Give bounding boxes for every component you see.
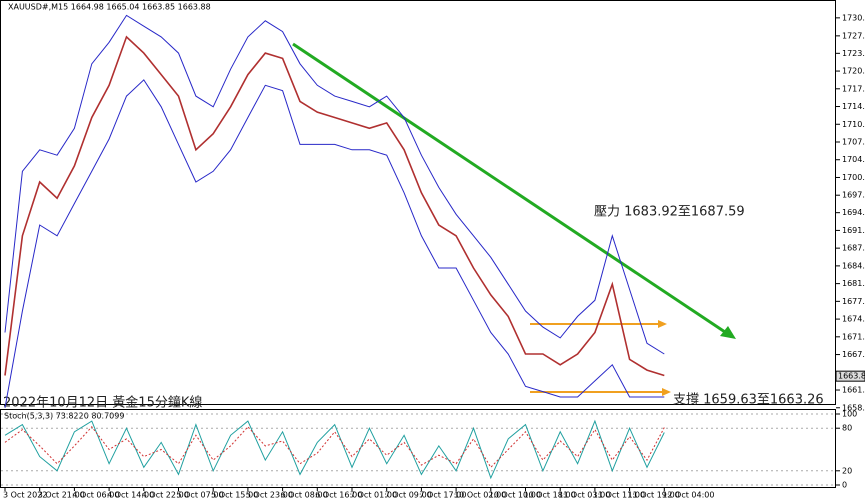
support-label: 支撐 1659.63至1663.26	[673, 393, 824, 408]
trend-line	[292, 42, 729, 336]
main-panel	[0, 0, 836, 405]
series-line	[4, 426, 665, 469]
chart-caption: 2022年10月12日 黃金15分鐘K線	[3, 395, 202, 411]
x-tick-label: 6 Oct 16:00	[315, 491, 362, 500]
x-tick-label: 4 Oct 14:00	[107, 491, 154, 500]
y-tick-label: 1687.70	[842, 244, 865, 253]
series-line	[4, 35, 665, 377]
x-tick-label: 7 Oct 09:00	[385, 491, 432, 500]
x-tick-label: 11 Oct 19:00	[628, 491, 680, 500]
x-tick-label: 10 Oct 02:00	[454, 491, 506, 500]
x-tick-label: 4 Oct 22:00	[142, 491, 189, 500]
stoch-header: Stoch(5,3,3) 73.8220 80.7099	[4, 412, 124, 421]
support-arrow	[662, 388, 671, 396]
y-tick-label: 1697.55	[842, 191, 865, 200]
series-line	[4, 14, 665, 355]
y-tick-label: 1720.65	[842, 67, 865, 76]
x-tick-label: 5 Oct 07:00	[177, 491, 224, 500]
y-tick-label: 1710.75	[842, 120, 865, 129]
y-tick-label: 1694.30	[842, 208, 865, 217]
y-tick-label: 20	[842, 466, 852, 475]
y-tick-label: 1717.35	[842, 84, 865, 93]
y-tick-label: 1667.90	[842, 350, 865, 359]
y-tick-label: 100	[842, 410, 857, 419]
y-tick-label: 1691.00	[842, 226, 865, 235]
x-tick-label: 4 Oct 06:00	[72, 491, 119, 500]
x-tick-label: 6 Oct 08:00	[281, 491, 328, 500]
trend-arrow	[720, 326, 736, 339]
x-tick-label: 3 Oct 21:00	[38, 491, 85, 500]
x-tick-label: 3 Oct 2022	[3, 491, 47, 500]
x-tick-label: 5 Oct 15:00	[211, 491, 258, 500]
resistance-label: 壓力 1683.92至1687.59	[594, 205, 745, 220]
y-tick-label: 80	[842, 424, 852, 433]
y-tick-label: 1674.50	[842, 315, 865, 324]
y-tick-label: 1684.40	[842, 261, 865, 270]
y-tick-label: 1677.80	[842, 297, 865, 306]
y-tick-label: 1704.15	[842, 155, 865, 164]
x-tick-label: 12 Oct 04:00	[662, 491, 714, 500]
stoch-panel	[0, 409, 836, 488]
current-price-box	[835, 370, 865, 382]
chart-header: XAUUSD#,M15 1664.98 1665.04 1663.85 1663…	[8, 3, 211, 12]
y-tick-label: 1658.00	[842, 403, 865, 412]
current-price-label: 1663.88	[838, 372, 865, 381]
y-tick-label: 1727.20	[842, 31, 865, 40]
y-tick-label: 1723.95	[842, 49, 865, 58]
series-line	[4, 79, 665, 408]
x-tick-label: 11 Oct 11:00	[593, 491, 645, 500]
y-tick-label: 1707.45	[842, 138, 865, 147]
x-tick-label: 10 Oct 10:00	[489, 491, 541, 500]
y-tick-label: 1671.20	[842, 332, 865, 341]
y-tick-label: 1700.85	[842, 173, 865, 182]
x-tick-label: 7 Oct 17:00	[419, 491, 466, 500]
x-tick-label: 11 Oct 03:00	[558, 491, 610, 500]
y-tick-label: 1730.55	[842, 13, 865, 22]
x-tick-label: 10 Oct 18:00	[524, 491, 576, 500]
y-tick-label: 0	[842, 481, 847, 490]
x-tick-label: 5 Oct 23:00	[246, 491, 293, 500]
series-line	[4, 419, 665, 480]
y-tick-label: 1661.30	[842, 386, 865, 395]
y-tick-label: 1714.05	[842, 102, 865, 111]
x-tick-label: 7 Oct 01:00	[350, 491, 397, 500]
resistance-arrow	[658, 320, 667, 328]
y-tick-label: 1681.10	[842, 279, 865, 288]
